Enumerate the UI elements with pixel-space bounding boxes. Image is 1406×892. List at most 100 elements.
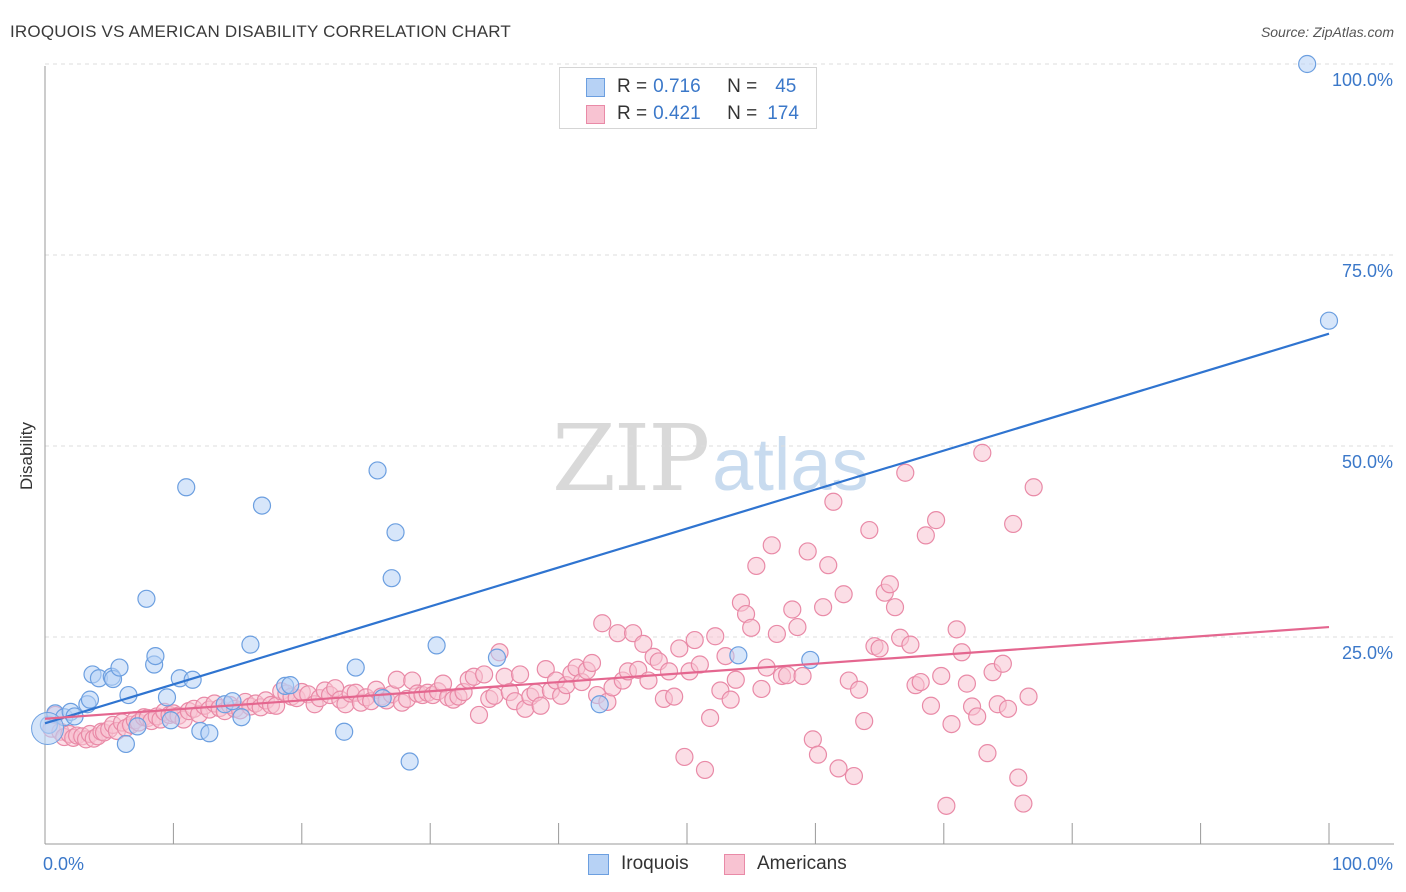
americans-point <box>788 617 807 637</box>
r-value: 0.716 <box>653 76 701 97</box>
iroquois-point <box>252 496 272 515</box>
americans-point <box>814 598 833 617</box>
americans-point <box>824 492 843 511</box>
y-axis-label: Disability <box>17 421 36 491</box>
americans-point <box>829 759 848 778</box>
americans-point <box>706 627 725 646</box>
americans-point <box>582 653 602 673</box>
americans-point <box>726 670 745 689</box>
legend-row-iroquois: R = 0.716 N = 45 <box>586 74 796 100</box>
legend-label-americans: Americans <box>757 853 847 874</box>
americans-point <box>762 536 781 555</box>
y-tick-label: 50.0% <box>1342 452 1393 472</box>
iroquois-trend-line <box>44 332 1330 725</box>
americans-point <box>767 624 786 644</box>
americans-point <box>659 662 679 681</box>
americans-point <box>978 744 997 763</box>
iroquois-point <box>346 658 365 677</box>
source-label: Source: ZipAtlas.com <box>1260 24 1394 40</box>
americans-point <box>495 667 514 686</box>
iroquois-point <box>116 734 135 754</box>
iroquois-point <box>80 690 100 709</box>
legend-item-iroquois[interactable]: Iroquois <box>588 852 689 876</box>
americans-point <box>675 747 694 767</box>
americans-point <box>469 705 489 725</box>
legend-label-iroquois: Iroquois <box>621 853 689 874</box>
americans-point <box>608 624 627 643</box>
americans-point <box>634 634 653 653</box>
americans-point <box>834 585 853 604</box>
americans-point <box>803 730 822 749</box>
iroquois-point <box>729 646 748 665</box>
iroquois-point <box>427 636 446 655</box>
americans-point <box>937 796 956 815</box>
iroquois-point <box>801 650 820 670</box>
americans-point <box>885 598 905 617</box>
y-tick-label: 100.0% <box>1332 70 1393 90</box>
americans-point <box>701 708 720 728</box>
iroquois-point <box>241 635 260 654</box>
r-label: R = <box>617 76 648 97</box>
legend-item-americans[interactable]: Americans <box>724 852 847 876</box>
americans-point <box>510 665 530 684</box>
americans-point <box>783 600 802 619</box>
americans-point <box>1009 768 1028 787</box>
americans-point <box>690 655 709 674</box>
iroquois-point <box>177 478 196 497</box>
n-value: 45 <box>775 76 797 97</box>
americans-point <box>957 674 977 693</box>
iroquois-point <box>183 670 202 689</box>
americans-point <box>1019 687 1038 706</box>
americans-point <box>695 760 715 780</box>
iroquois-point <box>1298 54 1317 74</box>
x-tick-label: 100.0% <box>1332 854 1393 874</box>
americans-point <box>793 666 812 686</box>
iroquois-point <box>335 722 354 741</box>
americans-point <box>752 679 771 699</box>
americans-point <box>685 630 704 650</box>
iroquois-point <box>281 676 300 695</box>
y-tick-label: 25.0% <box>1342 643 1393 663</box>
americans-point <box>844 766 864 786</box>
legend-swatch-iroquois <box>586 77 605 97</box>
americans-trend-line <box>44 625 1330 720</box>
americans-point <box>819 556 838 575</box>
americans-point <box>901 635 920 654</box>
americans-point <box>860 520 879 540</box>
americans-point <box>973 443 992 462</box>
americans-point <box>721 690 740 709</box>
americans-point <box>536 659 555 679</box>
americans-point <box>485 686 504 705</box>
iroquois-point <box>137 589 156 608</box>
legend-swatch-iroquois <box>588 853 609 875</box>
n-value: 174 <box>767 103 799 124</box>
americans-point <box>947 620 966 639</box>
americans-point <box>798 542 817 561</box>
iroquois-point <box>386 523 405 542</box>
iroquois-point <box>161 711 180 730</box>
americans-point <box>880 575 899 594</box>
iroquois-point <box>110 658 129 677</box>
americans-point <box>1004 514 1023 534</box>
americans-point <box>916 526 935 545</box>
iroquois-point <box>487 648 507 667</box>
iroquois-point <box>368 461 387 480</box>
americans-point <box>387 670 406 689</box>
iroquois-point <box>128 717 147 736</box>
americans-point <box>665 687 684 706</box>
n-label: N = <box>727 103 758 124</box>
americans-point <box>849 680 869 699</box>
americans-point <box>778 666 797 685</box>
iroquois-point <box>157 688 177 707</box>
iroquois-point <box>382 569 401 588</box>
americans-point <box>942 714 961 734</box>
y-tick-label: 75.0% <box>1342 261 1393 281</box>
iroquois-point <box>590 695 609 714</box>
iroquois-point <box>1319 311 1339 330</box>
americans-point <box>855 711 874 731</box>
americans-point <box>593 614 612 633</box>
americans-point <box>475 665 494 684</box>
americans-point <box>531 696 550 715</box>
r-value: 0.421 <box>653 103 701 124</box>
